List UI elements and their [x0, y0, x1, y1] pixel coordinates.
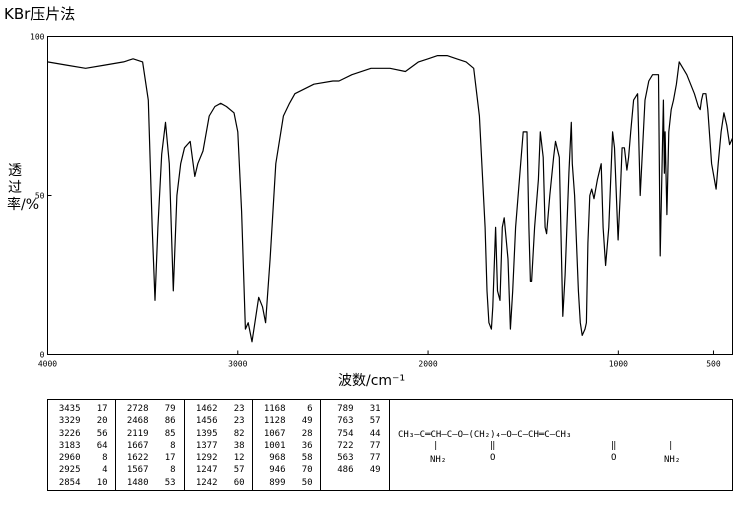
x-tick-label: 1000	[609, 360, 628, 369]
peak-row: 2119 85	[116, 428, 176, 439]
x-tick-label: 4000	[38, 360, 57, 369]
x-tick-label: 500	[706, 360, 721, 369]
peak-row: 1667 8	[116, 440, 176, 451]
left-amine-label: NH₂	[430, 455, 447, 465]
peak-table: 3435 17 3329 20 3226 56 3183 64 2960 8 2…	[47, 399, 733, 491]
right-amine-bond: |	[668, 441, 674, 451]
peak-row: 1395 82	[185, 428, 245, 439]
peak-row: 754 44	[321, 428, 381, 439]
peak-row: 1128 49	[253, 416, 313, 427]
peak-row: 2925 4	[48, 465, 108, 476]
peak-column: 1462 23 1456 23 1395 82 1377 38 1292 12 …	[185, 400, 253, 490]
peak-row: 1067 28	[253, 428, 313, 439]
peak-row: 1247 57	[185, 465, 245, 476]
peak-row: 1242 60	[185, 477, 245, 488]
peak-row: 2854 10	[48, 477, 108, 488]
structure-main-chain: CH₃—C═CH—C—O—(CH₂)₄—O—C—CH═C—CH₃	[398, 430, 572, 440]
peak-row: 2728 79	[116, 404, 176, 414]
x-tick-label: 2000	[418, 360, 437, 369]
peak-column: 2728 79 2468 86 2119 85 1667 8 1622 17 1…	[116, 400, 185, 490]
x-axis-ticks: 4000 3000 2000 1000 500	[38, 350, 721, 369]
x-axis-label: 波数/cm⁻¹	[338, 373, 406, 389]
peak-row: 763 57	[321, 416, 381, 427]
left-carbonyl-bond: ‖	[490, 441, 496, 451]
peak-row: 722 77	[321, 440, 381, 451]
y-tick-label: 50	[35, 192, 45, 201]
peak-row: 1168 6	[253, 404, 313, 414]
peak-row: 1001 36	[253, 440, 313, 451]
peak-row: 1480 53	[116, 477, 176, 488]
peak-row: 1456 23	[185, 416, 245, 427]
peak-row: 563 77	[321, 453, 381, 464]
structure-diagram: CH₃—C═CH—C—O—(CH₂)₄—O—C—CH═C—CH₃ | NH₂ ‖…	[389, 400, 732, 490]
peak-row: 3226 56	[48, 428, 108, 439]
peak-row: 1622 17	[116, 453, 176, 464]
chart-title: KBr压片法	[4, 5, 76, 23]
peak-column: 1168 6 1128 49 1067 28 1001 36 968 58 94…	[253, 400, 321, 490]
peak-row: 1292 12	[185, 453, 245, 464]
x-tick-label: 3000	[228, 360, 247, 369]
peak-row: 3183 64	[48, 440, 108, 451]
y-axis-ticks: 0 50 100	[30, 33, 52, 360]
peak-column: 789 31 763 57 754 44 722 77 563 77 486 4…	[321, 400, 389, 490]
ir-spectrum-plot: 4000 3000 2000 1000 500 0 50 100	[30, 33, 734, 369]
peak-row: 2468 86	[116, 416, 176, 427]
peak-row: 899 50	[253, 477, 313, 488]
right-carbonyl-label: O	[611, 453, 617, 463]
peak-row: 946 70	[253, 465, 313, 476]
peak-row: 1567 8	[116, 465, 176, 476]
plot-frame	[47, 36, 733, 355]
peak-row: 968 58	[253, 453, 313, 464]
peak-row: 3329 20	[48, 416, 108, 427]
peak-row: 486 49	[321, 465, 381, 476]
y-axis-label: 透过率/%	[7, 163, 40, 213]
transmittance-series-line	[47, 55, 734, 343]
peak-row: 1377 38	[185, 440, 245, 451]
peak-row: 1462 23	[185, 404, 245, 414]
y-tick-label: 0	[40, 351, 45, 360]
left-carbonyl-label: O	[490, 453, 496, 463]
right-carbonyl-bond: ‖	[611, 441, 617, 451]
right-amine-label: NH₂	[664, 455, 681, 465]
peak-column: 3435 17 3329 20 3226 56 3183 64 2960 8 2…	[48, 400, 116, 490]
y-tick-label: 100	[30, 33, 45, 42]
peak-row: 3435 17	[48, 404, 108, 414]
peak-row: 2960 8	[48, 453, 108, 464]
left-amine-bond: |	[433, 441, 439, 451]
peak-row: 789 31	[321, 404, 381, 414]
